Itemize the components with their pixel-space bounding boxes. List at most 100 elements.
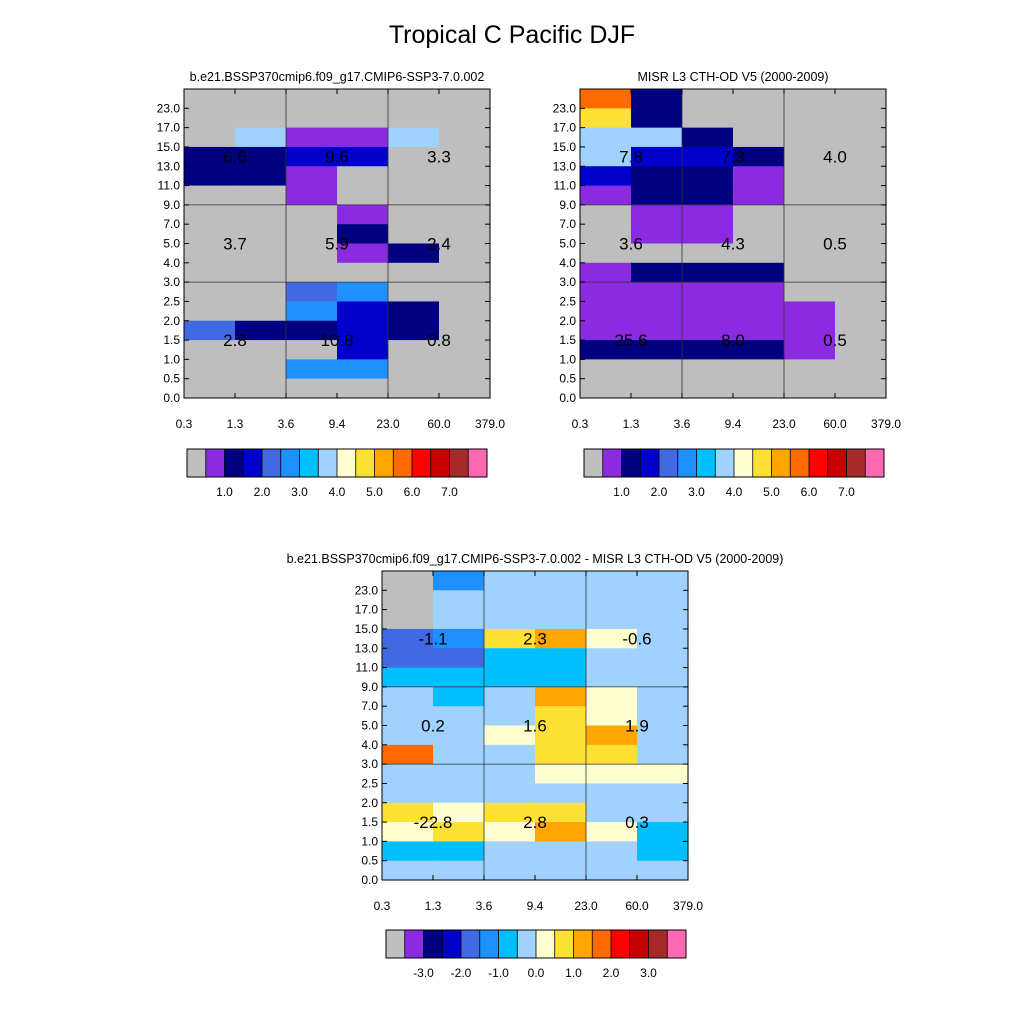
heatmap-cell <box>433 725 485 746</box>
heatmap-cell <box>382 667 434 688</box>
heatmap-cell <box>286 146 338 167</box>
heatmap-cell <box>586 783 638 804</box>
heatmap-cell <box>235 340 287 360</box>
heatmap-cell <box>535 860 587 881</box>
heatmap-cell <box>184 185 236 206</box>
cell-value-label: 2.8 <box>223 331 247 350</box>
heatmap-cell <box>637 667 689 688</box>
colorbar-tick-label: 4.0 <box>329 485 346 499</box>
heatmap-cell <box>784 243 836 264</box>
cell-value-label: 3.3 <box>427 148 451 167</box>
heatmap-cell <box>637 744 689 765</box>
heatmap-cell <box>835 127 887 148</box>
colorbar-box <box>629 930 649 958</box>
heatmap-cell <box>733 108 785 129</box>
heatmap-cell <box>784 359 836 380</box>
colorbar-box <box>187 449 207 477</box>
heatmap-cell <box>733 378 785 399</box>
heatmap-cell <box>682 262 734 283</box>
x-tick-label: 3.6 <box>278 417 295 431</box>
heatmap-cell <box>733 282 785 303</box>
colorbar-box <box>423 930 443 958</box>
heatmap-cell <box>784 108 836 129</box>
heatmap-cell <box>382 822 434 842</box>
y-tick-label: 5.0 <box>559 237 576 251</box>
heatmap-cell <box>388 146 440 167</box>
heatmap-cell <box>535 609 587 630</box>
cell-value-label: 0.5 <box>823 235 847 254</box>
heatmap-cell <box>484 764 536 785</box>
cell-value-label: 5.9 <box>325 235 349 254</box>
y-tick-label: 3.0 <box>559 275 576 289</box>
heatmap-cell <box>388 243 440 264</box>
heatmap-cell <box>784 204 836 225</box>
heatmap-cell <box>337 204 389 225</box>
heatmap-cell <box>433 783 485 804</box>
heatmap-cell <box>439 320 491 341</box>
heatmap-cell <box>286 378 338 399</box>
heatmap-cell <box>439 301 491 322</box>
heatmap-cell <box>337 166 389 187</box>
x-tick-label: 1.3 <box>227 417 244 431</box>
y-tick-label: 11.0 <box>158 179 181 193</box>
colorbar-tick-label: 1.0 <box>613 485 630 499</box>
colorbar-box <box>468 449 488 477</box>
y-tick-label: 23.0 <box>553 101 577 115</box>
colorbar-tick-label: 3.0 <box>291 485 308 499</box>
heatmap-cell <box>631 262 683 283</box>
colorbar-box <box>771 449 791 477</box>
heatmap-cell <box>184 378 236 399</box>
heatmap-cell <box>337 262 389 283</box>
y-tick-label: 4.0 <box>361 738 378 752</box>
heatmap-cell <box>184 108 236 129</box>
heatmap-cell <box>286 262 338 283</box>
x-tick-label: 1.3 <box>623 417 640 431</box>
heatmap-cell <box>733 262 785 283</box>
y-tick-label: 9.0 <box>163 198 180 212</box>
heatmap-cell <box>337 320 389 341</box>
x-tick-label: 3.6 <box>476 899 493 913</box>
heatmap-cell <box>586 802 638 823</box>
colorbar-tick-label: -1.0 <box>488 966 509 980</box>
heatmap-cell <box>835 185 887 206</box>
x-tick-label: 23.0 <box>574 899 598 913</box>
heatmap-cell <box>580 185 632 206</box>
heatmap-cell <box>733 146 785 167</box>
heatmap-cell <box>784 89 836 109</box>
cell-value-label: 4.3 <box>721 235 745 254</box>
heatmap-cell <box>586 628 638 649</box>
heatmap-cell <box>631 301 683 322</box>
heatmap-cell <box>433 802 485 823</box>
heatmap-cell <box>484 860 536 881</box>
colorbar-box <box>554 930 574 958</box>
heatmap-cell <box>235 359 287 380</box>
y-tick-label: 0.5 <box>163 372 180 386</box>
cell-value-label: 0.8 <box>427 331 451 350</box>
heatmap-cell <box>235 89 287 109</box>
heatmap-cell <box>388 224 440 245</box>
heatmap-cell <box>433 841 485 862</box>
colorbar-tick-label: 2.0 <box>651 485 668 499</box>
heatmap-cell <box>433 822 485 842</box>
heatmap-cell <box>580 146 632 167</box>
y-tick-label: 1.0 <box>163 352 180 366</box>
heatmap-cell <box>286 340 338 360</box>
heatmap-cell <box>631 166 683 187</box>
y-tick-label: 17.0 <box>553 121 577 135</box>
heatmap-cell <box>535 667 587 688</box>
y-tick-label: 1.0 <box>559 352 576 366</box>
heatmap-cell <box>835 378 887 399</box>
y-tick-label: 0.0 <box>163 391 180 405</box>
x-tick-label: 60.0 <box>427 417 451 431</box>
heatmap-cell <box>835 204 887 225</box>
x-tick-label: 0.3 <box>572 417 589 431</box>
heatmap-cell <box>184 243 236 264</box>
panel-3: b.e21.BSSP370cmip6.f09_g17.CMIP6-SSP3-7.… <box>287 552 784 913</box>
x-tick-label: 9.4 <box>527 899 544 913</box>
y-tick-label: 2.5 <box>361 776 378 790</box>
colorbar-box <box>374 449 394 477</box>
heatmap-cell <box>382 628 434 649</box>
heatmap-cell <box>337 108 389 129</box>
heatmap-cell <box>388 185 440 206</box>
heatmap-cell <box>682 204 734 225</box>
